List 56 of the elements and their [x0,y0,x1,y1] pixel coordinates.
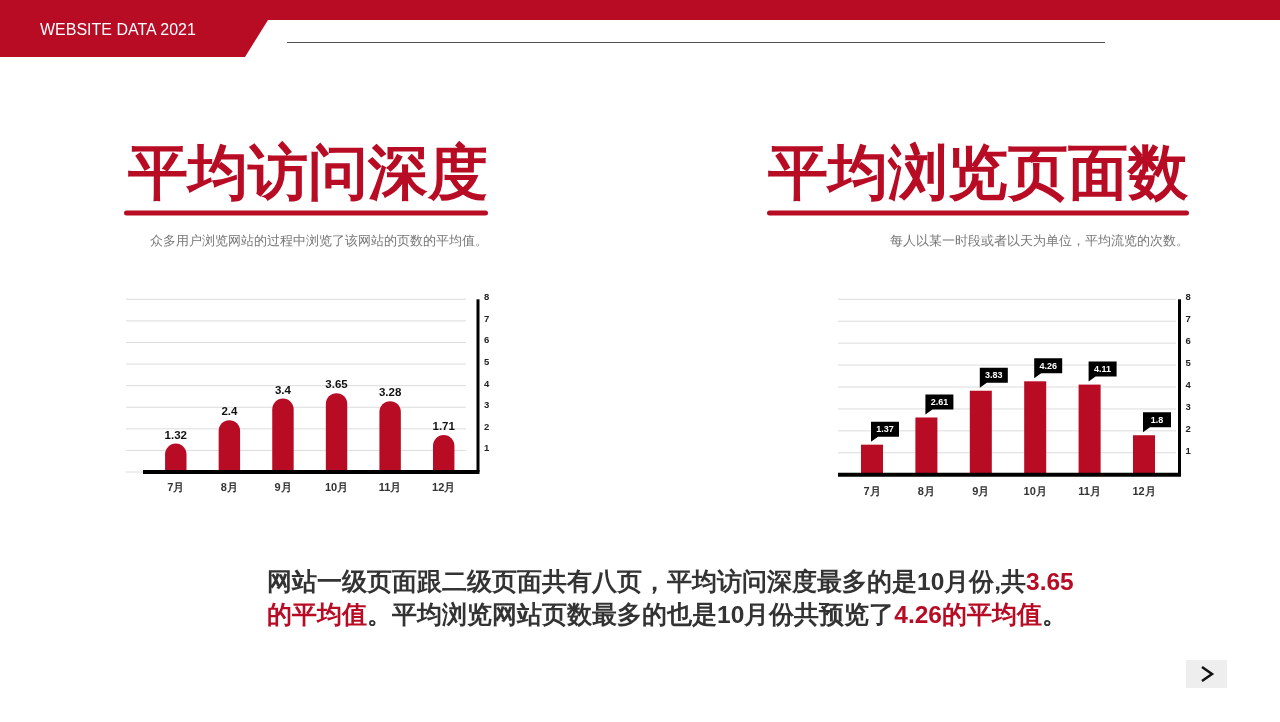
y-tick-label: 2 [1185,422,1191,434]
bar [218,420,241,472]
x-tick-label: 9月 [274,480,292,493]
y-tick-label: 1 [1185,444,1192,456]
data-label: 3.83 [985,370,1003,381]
chart-title: 平均访问深度 [127,139,488,206]
y-tick-label: 6 [484,334,490,346]
x-tick-label: 10月 [1023,484,1047,497]
data-label: 3.65 [325,378,349,391]
text: 。 [1041,600,1067,628]
bar [432,435,455,472]
data-label: 1.37 [876,424,894,435]
x-tick-label: 8月 [220,480,238,493]
text: 网站一级页面跟二级页面共有八页，平均访问深度最多的是10月份,共 [267,567,1027,595]
bar [272,398,294,472]
data-label: 3.28 [378,386,402,399]
data-label: 4.11 [1094,364,1112,375]
data-label: 1.8 [1150,414,1164,425]
x-tick-label: 11月 [378,480,402,493]
chart-subtitle: 每人以某一时段或者以天为单位，平均流览的次数。 [890,232,1189,248]
data-label: 4.26 [1039,360,1057,371]
y-tick-label: 7 [484,312,490,324]
y-tick-label: 3 [484,399,490,411]
text: 4.26的平均值 [894,600,1042,628]
y-tick-label: 5 [484,356,490,368]
x-tick-label: 12月 [432,480,456,493]
y-tick-label: 4 [484,377,490,389]
chart-title: 平均浏览页面数 [767,139,1189,206]
text: 的平均值 [267,600,367,628]
text: 3.65 [1026,567,1074,595]
y-tick-label: 7 [1185,313,1191,325]
y-tick-label: 4 [1185,378,1192,390]
text: WEBSITE DATA 2021 [40,20,197,38]
data-label: 2.4 [221,405,238,418]
y-tick-label: 3 [1185,400,1191,412]
chart-subtitle: 众多用户浏览网站的过程中浏览了该网站的页数的平均值。 [150,232,488,248]
data-label: 2.61 [930,397,949,408]
x-tick-label: 8月 [917,484,935,497]
y-tick-label: 5 [1185,357,1192,369]
y-tick-label: 1 [484,442,490,454]
bar [325,393,348,472]
y-tick-label: 8 [484,291,490,303]
x-tick-label: 7月 [863,484,881,497]
text: 。平均浏览网站页数最多的也是10月份共预览了 [367,600,895,628]
x-tick-label: 9月 [972,484,990,497]
x-tick-label: 7月 [167,480,185,493]
data-label: 1.32 [164,428,187,441]
y-tick-label: 8 [1185,291,1191,303]
x-tick-label: 11月 [1078,484,1101,497]
x-tick-label: 12月 [1132,484,1156,497]
bar [379,401,401,472]
y-tick-label: 6 [1185,335,1191,347]
data-label: 1.71 [432,420,456,433]
x-tick-label: 10月 [324,480,349,493]
data-label: 3.4 [274,383,292,396]
y-tick-label: 2 [484,420,490,432]
